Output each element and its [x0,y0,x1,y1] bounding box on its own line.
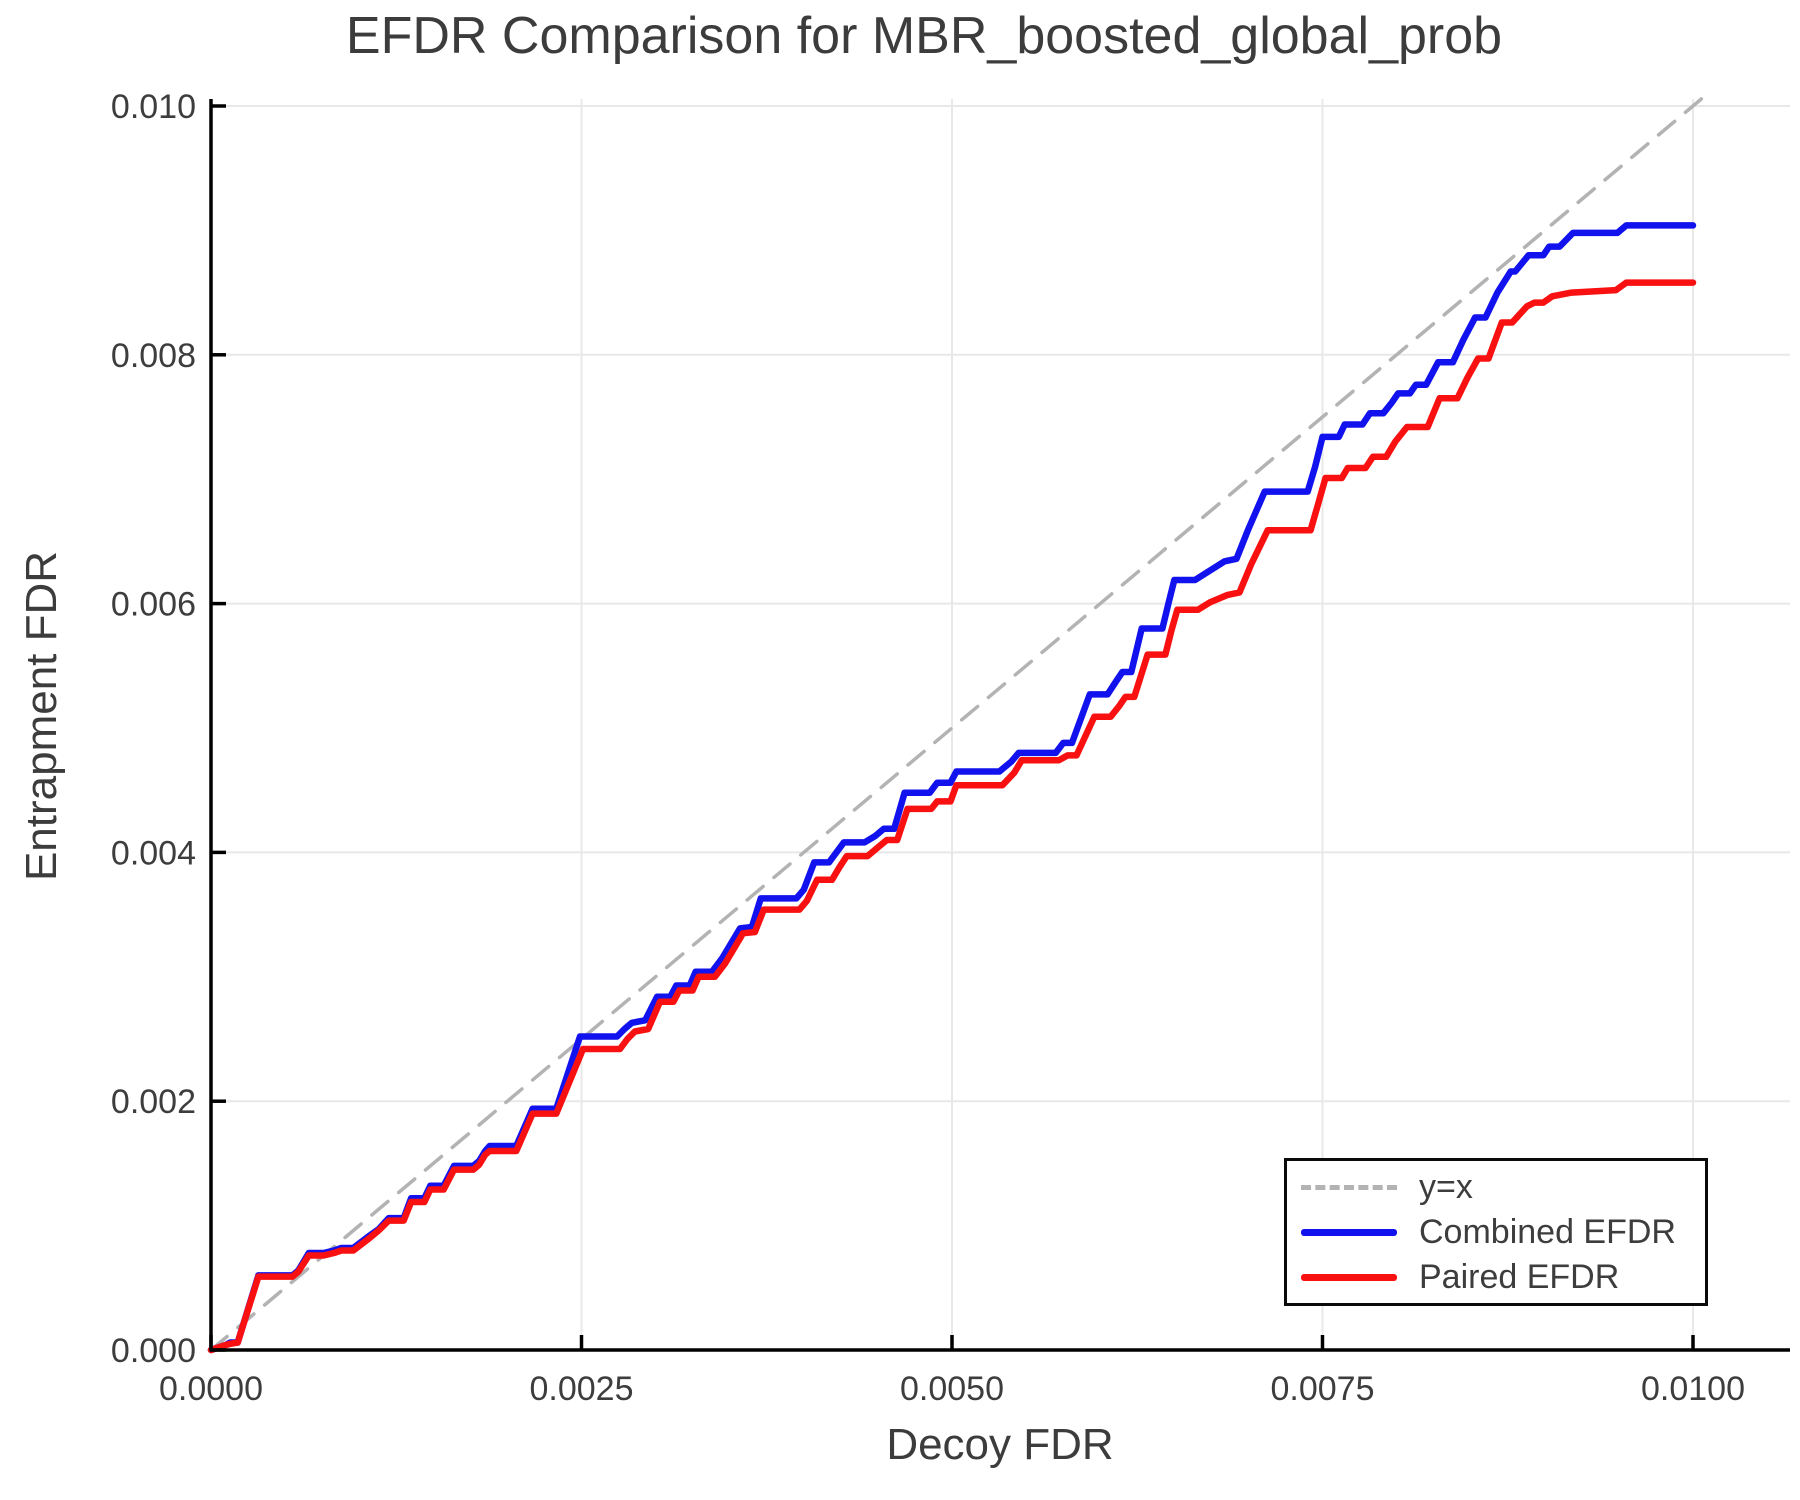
series-line-y-x [209,97,1704,1352]
x-tick-label: 0.0025 [530,1370,634,1408]
y-tick-label: 0.000 [111,1332,196,1370]
chart-title: EFDR Comparison for MBR_boosted_global_p… [345,7,1503,65]
x-tick-label: 0.0050 [900,1370,1004,1408]
y-axis-label: Entrapment FDR [17,550,66,882]
y-tick-label: 0.002 [111,1083,196,1121]
legend-label-paired: Paired EFDR [1419,1258,1620,1296]
y-tick-label: 0.008 [111,337,196,375]
legend-red-line-sample [1301,1273,1397,1281]
x-axis-label: Decoy FDR [886,1420,1114,1469]
series-line-paired-efdr [207,279,1697,1354]
legend-entry-yx: y=x [1301,1168,1705,1206]
legend-dashed-line-sample [1301,1184,1397,1190]
legend-entry-combined: Combined EFDR [1301,1213,1705,1251]
legend-blue-line-sample [1301,1228,1397,1236]
y-tick-label: 0.010 [111,88,196,126]
x-tick-label: 0.0100 [1641,1370,1745,1408]
y-tick-label: 0.006 [111,586,196,624]
legend-label-combined: Combined EFDR [1419,1213,1676,1251]
x-tick-label: 0.0000 [159,1370,263,1408]
legend-label-yx: y=x [1419,1168,1473,1206]
legend: y=x Combined EFDR Paired EFDR [1284,1158,1708,1306]
y-tick-label: 0.004 [111,834,196,872]
legend-entry-paired: Paired EFDR [1301,1258,1705,1296]
x-tick-label: 0.0075 [1271,1370,1375,1408]
